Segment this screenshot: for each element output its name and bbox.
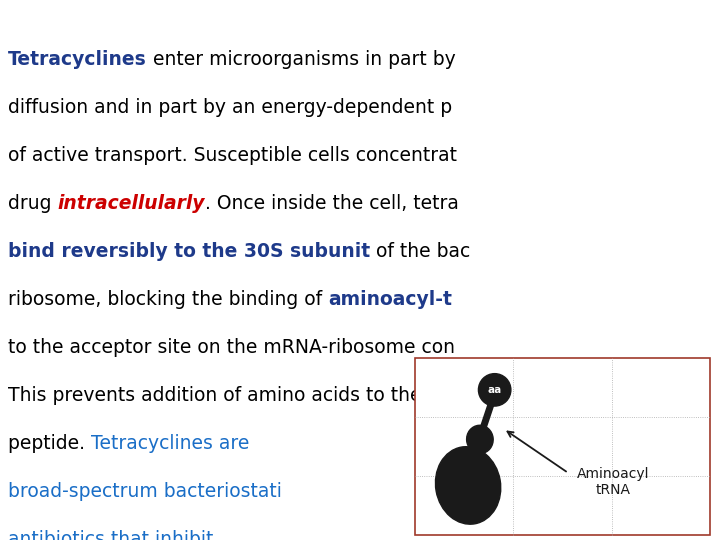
Ellipse shape	[467, 426, 493, 454]
Text: of the bac: of the bac	[370, 242, 470, 261]
Text: broad-spectrum bacteriostati: broad-spectrum bacteriostati	[8, 482, 282, 501]
Text: . Once inside the cell, tetra: . Once inside the cell, tetra	[205, 194, 459, 213]
Text: aminoacyl-t: aminoacyl-t	[328, 290, 452, 309]
Text: to the acceptor site on the mRNA-ribosome con: to the acceptor site on the mRNA-ribosom…	[8, 338, 455, 357]
Text: peptide.: peptide.	[8, 434, 91, 453]
Ellipse shape	[436, 447, 501, 524]
Text: enter microorganisms in part by: enter microorganisms in part by	[147, 50, 456, 69]
Text: Tetracyclines: Tetracyclines	[8, 50, 147, 69]
Circle shape	[478, 374, 511, 406]
Text: of active transport. Susceptible cells concentrat: of active transport. Susceptible cells c…	[8, 146, 457, 165]
Text: ribosome, blocking the binding of: ribosome, blocking the binding of	[8, 290, 328, 309]
Text: bind reversibly to the 30S subunit: bind reversibly to the 30S subunit	[8, 242, 370, 261]
Text: intracellularly: intracellularly	[58, 194, 205, 213]
Text: antibiotics that inhibit: antibiotics that inhibit	[8, 530, 213, 540]
Text: Aminoacyl
tRNA: Aminoacyl tRNA	[577, 467, 649, 497]
Text: diffusion and in part by an energy-dependent p: diffusion and in part by an energy-depen…	[8, 98, 452, 117]
Text: aa: aa	[487, 385, 502, 395]
Text: This prevents addition of amino acids to the gro: This prevents addition of amino acids to…	[8, 386, 458, 405]
Text: Tetracyclines are: Tetracyclines are	[91, 434, 249, 453]
Bar	[415, 358, 710, 535]
Text: drug: drug	[8, 194, 58, 213]
